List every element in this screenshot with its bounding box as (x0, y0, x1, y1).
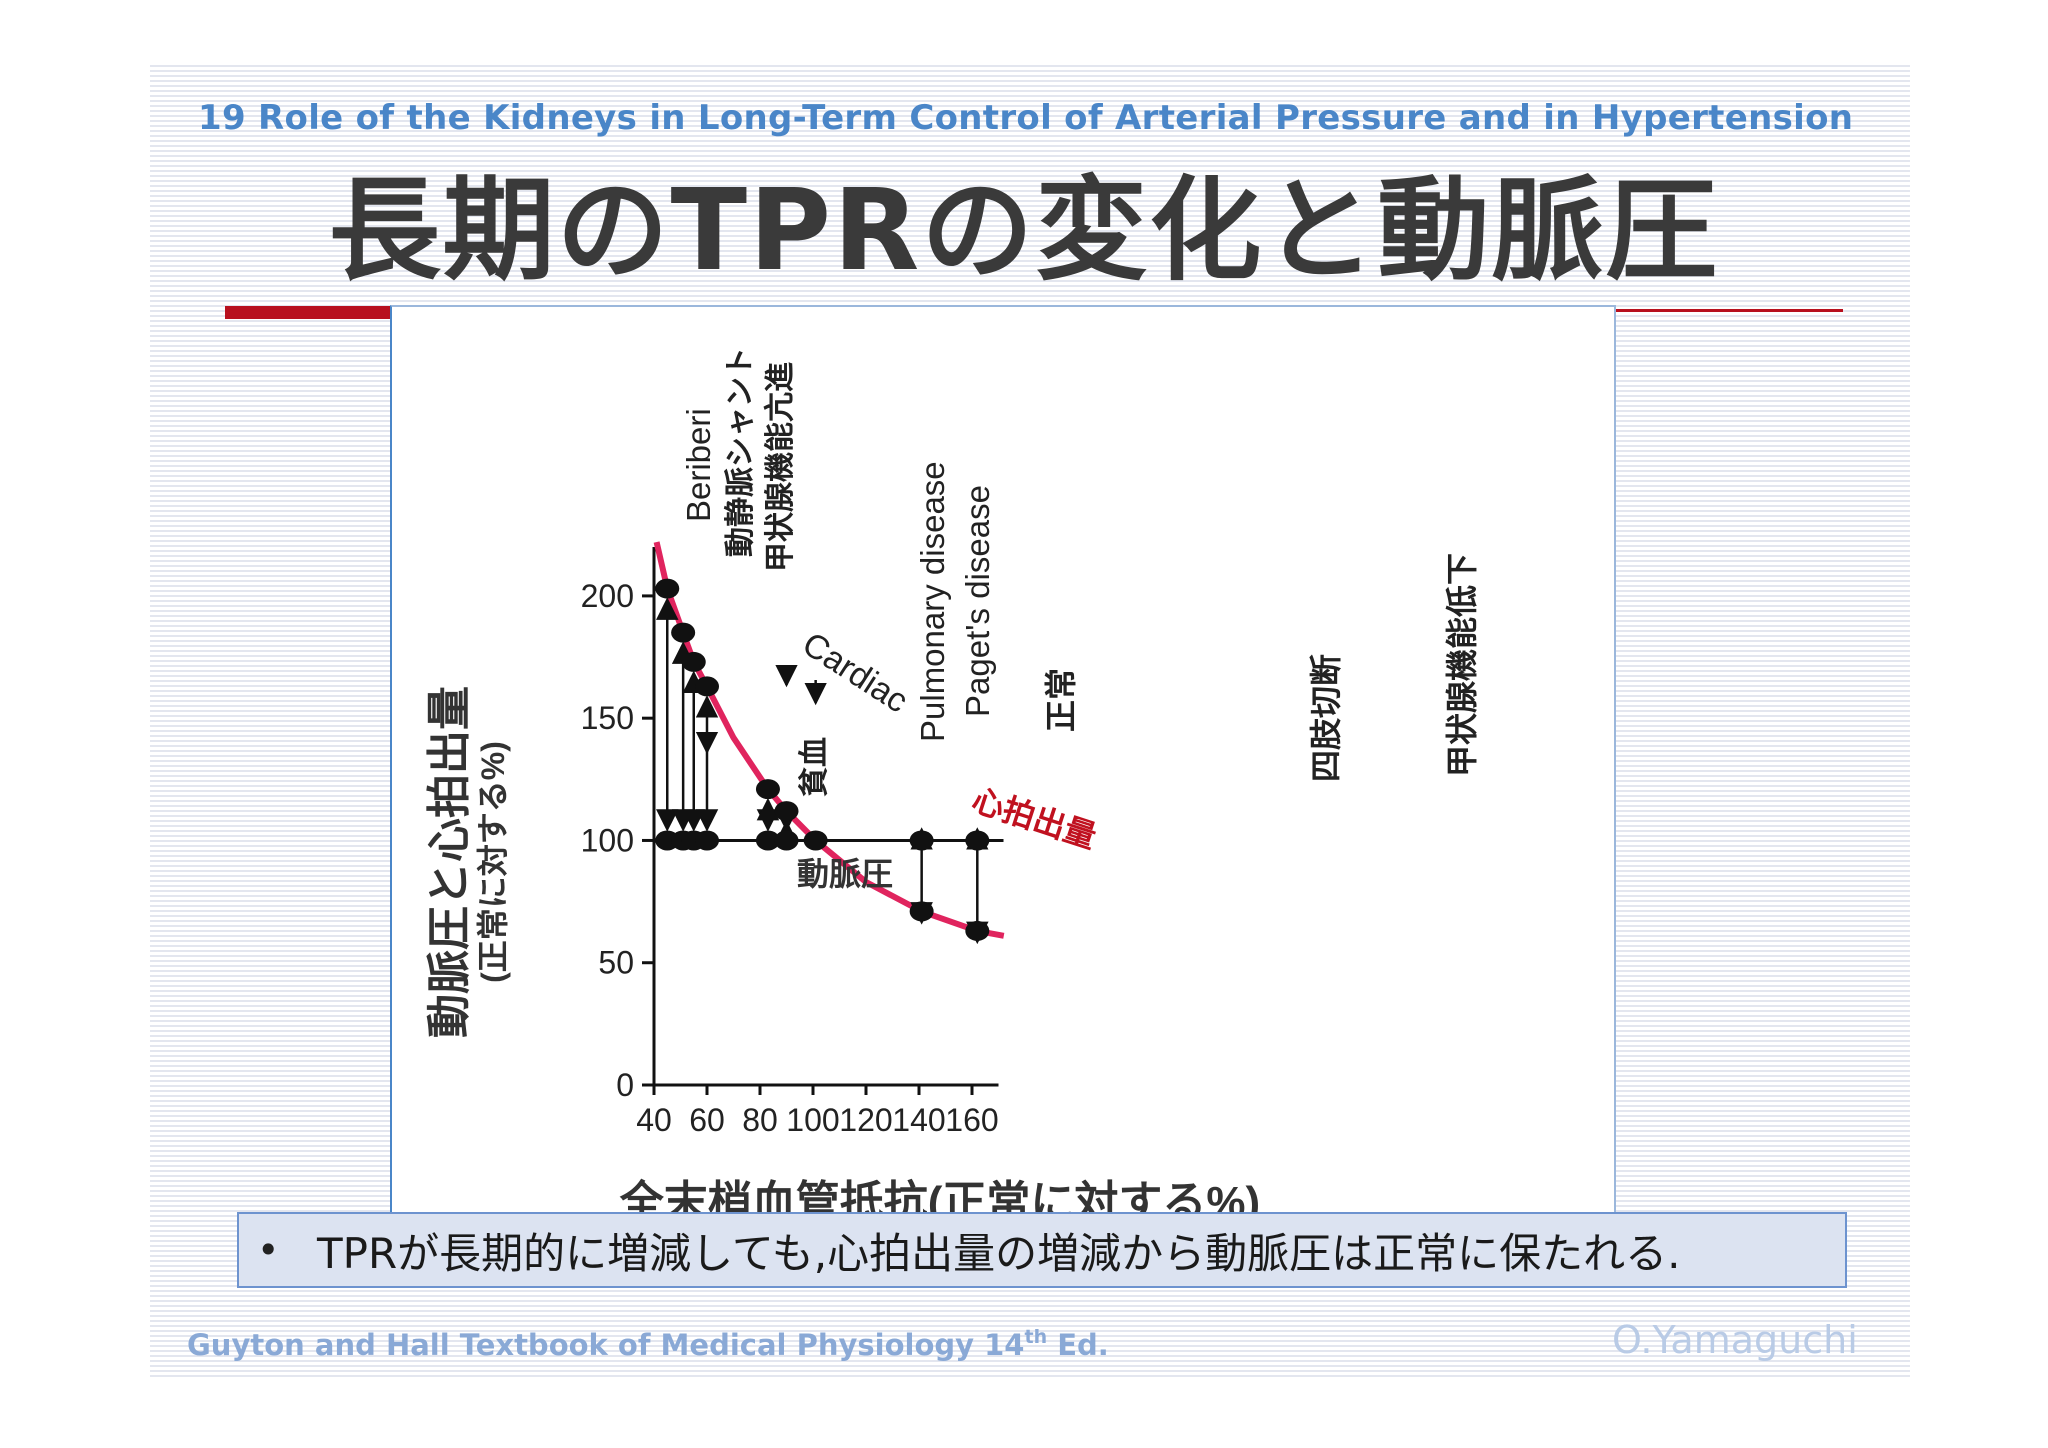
y-axis-title: 動脈圧と心拍出量 (425, 686, 474, 1038)
x-tick-label: 80 (742, 1102, 778, 1138)
x-tick-label: 160 (945, 1102, 998, 1138)
cardiac-output-point (655, 578, 680, 599)
cardiac-output-point (909, 901, 934, 922)
arterial-pressure-point (774, 830, 799, 851)
condition-label: 四肢切断 (1308, 654, 1344, 782)
y-tick-label: 200 (581, 578, 634, 614)
y-tick-label: 150 (581, 700, 634, 736)
y-tick-label: 100 (581, 822, 634, 858)
condition-label: Paget's disease (959, 485, 996, 717)
cardiac-output-pressure-chart: 40 60 80 100 120 140 160050100150200全末梢血管抵抗(正常… (425, 347, 1480, 1227)
bullet-marker: • (257, 1228, 280, 1272)
cardiac-output-point (755, 779, 780, 800)
summary-note-text: TPRが長期的に増減しても,心拍出量の増減から動脈圧は正常に保たれる. (317, 1228, 1681, 1278)
figure-panel: 40 60 80 100 120 140 160 0 50 100 150 200 全末梢血管抵抗(正常… (390, 305, 1616, 1227)
arterial-pressure-point (755, 830, 780, 851)
arterial-pressure-point (695, 830, 719, 851)
cardiac-curve-label: Cardiac (796, 625, 915, 721)
arterial-pressure-point (803, 830, 828, 851)
x-tick-label: 100 (786, 1102, 839, 1138)
title-accent-line-right (1615, 309, 1843, 312)
author-signature: O.Yamaguchi (1612, 1318, 1858, 1362)
condition-label: 甲状腺機能低下 (1444, 553, 1480, 777)
cardiac-output-point (965, 920, 990, 941)
reference-suffix: Ed. (1047, 1328, 1109, 1362)
reference-citation: Guyton and Hall Textbook of Medical Phys… (187, 1326, 1109, 1362)
x-tick-label: 60 (689, 1102, 725, 1138)
cardiac-output-point (774, 801, 799, 822)
condition-label: 動静脈シャント (724, 347, 757, 557)
slide-title: 長期のTPRの変化と動脈圧 (328, 166, 1720, 296)
reference-text: Guyton and Hall Textbook of Medical Phys… (187, 1328, 1025, 1362)
x-tick-label: 40 (636, 1102, 672, 1138)
reference-superscript: th (1024, 1326, 1048, 1348)
condition-label: 貧血 (798, 737, 831, 797)
cardiac-output-point (681, 651, 706, 672)
condition-label: 正常 (1043, 668, 1079, 732)
condition-label: Pulmonary disease (914, 461, 951, 742)
cardiac-output-point (695, 676, 719, 697)
arterial-pressure-label: 動脈圧 (797, 856, 893, 892)
x-tick-label: 120 (839, 1102, 892, 1138)
arterial-pressure-point (965, 830, 990, 851)
y-tick-label: 0 (616, 1067, 634, 1103)
y-axis-subtitle: (正常に対する%) (475, 741, 511, 983)
slide-subtitle: 19 Role of the Kidneys in Long-Term Cont… (198, 98, 1854, 138)
y-tick-label: 50 (598, 945, 634, 981)
condition-label: Beriberi (680, 408, 717, 522)
arterial-pressure-point (909, 830, 934, 851)
condition-label: 甲状腺機能亢進 (763, 362, 797, 572)
x-tick-label: 140 (892, 1102, 945, 1138)
summary-note: • TPRが長期的に増減しても,心拍出量の増減から動脈圧は正常に保たれる. (237, 1212, 1847, 1288)
title-accent-bar-left (225, 306, 393, 319)
cardiac-output-point (671, 622, 696, 643)
